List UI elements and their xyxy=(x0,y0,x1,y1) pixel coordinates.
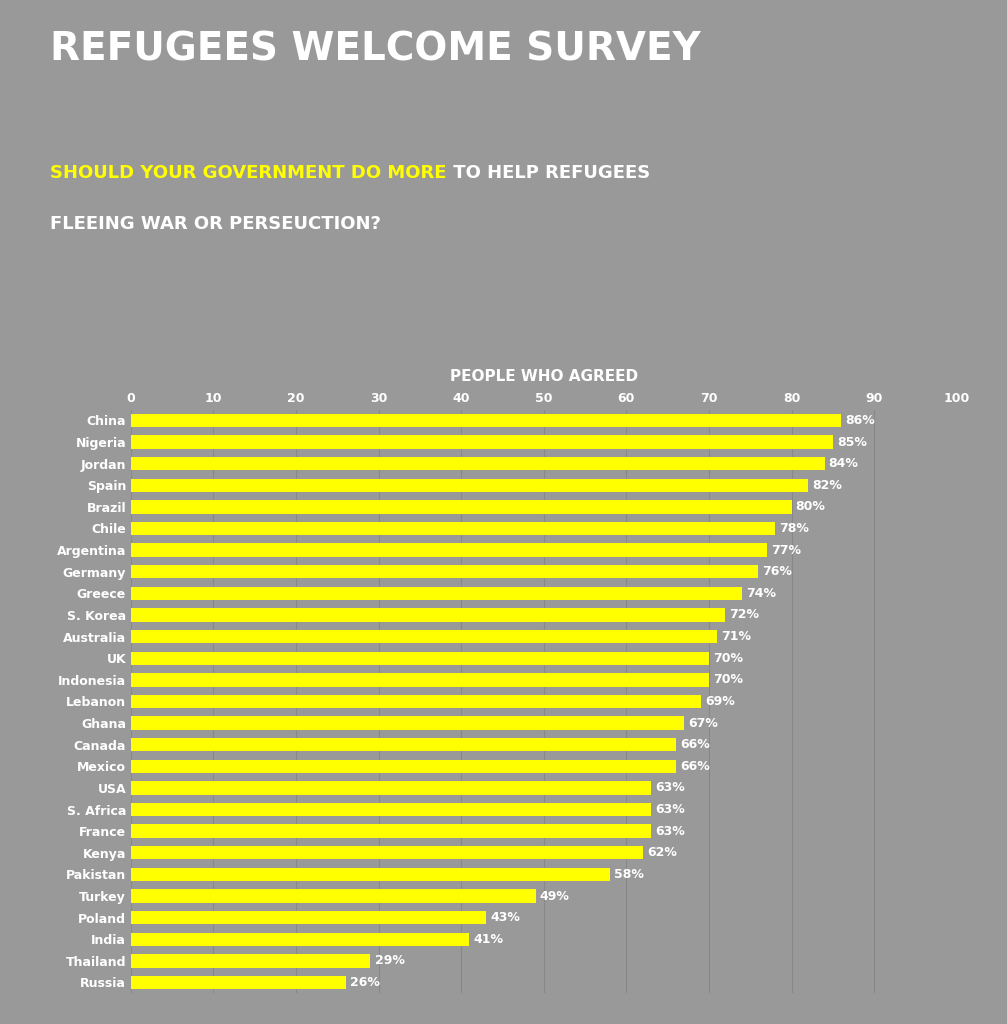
Text: TO HELP REFUGEES: TO HELP REFUGEES xyxy=(447,164,651,182)
Text: 62%: 62% xyxy=(646,846,677,859)
Bar xyxy=(131,717,684,730)
Text: 49%: 49% xyxy=(540,890,570,902)
Bar xyxy=(131,976,345,989)
Bar xyxy=(131,630,717,643)
Text: 69%: 69% xyxy=(705,695,734,708)
Bar xyxy=(131,738,676,752)
Bar xyxy=(131,478,808,492)
Text: 85%: 85% xyxy=(837,435,867,449)
Text: 70%: 70% xyxy=(713,674,743,686)
Bar xyxy=(131,760,676,773)
Text: 86%: 86% xyxy=(845,414,875,427)
Bar xyxy=(131,824,652,838)
Bar xyxy=(131,889,536,903)
Bar xyxy=(131,694,701,709)
Text: 76%: 76% xyxy=(762,565,793,579)
Bar xyxy=(131,673,709,686)
Text: 77%: 77% xyxy=(771,544,801,557)
Text: 66%: 66% xyxy=(680,760,710,773)
Text: 78%: 78% xyxy=(779,522,809,535)
Text: 58%: 58% xyxy=(614,868,643,881)
X-axis label: PEOPLE WHO AGREED: PEOPLE WHO AGREED xyxy=(450,369,637,384)
Bar xyxy=(131,846,642,859)
Bar xyxy=(131,587,742,600)
Text: 41%: 41% xyxy=(473,933,504,946)
Text: 43%: 43% xyxy=(490,911,520,924)
Bar xyxy=(131,911,486,925)
Bar xyxy=(131,803,652,816)
Bar xyxy=(131,651,709,665)
Text: 74%: 74% xyxy=(746,587,776,600)
Text: 26%: 26% xyxy=(349,976,380,989)
Bar xyxy=(131,435,833,449)
Bar xyxy=(131,954,371,968)
Text: 63%: 63% xyxy=(656,781,685,795)
Text: FLEEING WAR OR PERSEUCTION?: FLEEING WAR OR PERSEUCTION? xyxy=(50,215,382,233)
Bar xyxy=(131,608,725,622)
Bar xyxy=(131,544,766,557)
Text: 67%: 67% xyxy=(689,717,718,729)
Bar xyxy=(131,457,825,470)
Bar xyxy=(131,933,469,946)
Text: SHOULD YOUR GOVERNMENT DO MORE: SHOULD YOUR GOVERNMENT DO MORE xyxy=(50,164,447,182)
Text: 72%: 72% xyxy=(729,608,759,622)
Text: REFUGEES WELCOME SURVEY: REFUGEES WELCOME SURVEY xyxy=(50,31,701,69)
Bar xyxy=(131,781,652,795)
Bar xyxy=(131,414,841,427)
Text: 70%: 70% xyxy=(713,651,743,665)
Bar xyxy=(131,565,758,579)
Text: 63%: 63% xyxy=(656,803,685,816)
Text: 66%: 66% xyxy=(680,738,710,752)
Text: 80%: 80% xyxy=(796,501,826,513)
Bar xyxy=(131,867,610,881)
Text: 63%: 63% xyxy=(656,824,685,838)
Text: 29%: 29% xyxy=(375,954,405,968)
Text: 71%: 71% xyxy=(721,630,751,643)
Bar xyxy=(131,500,792,514)
Bar xyxy=(131,522,775,536)
Text: 82%: 82% xyxy=(812,479,842,492)
Text: 84%: 84% xyxy=(829,457,859,470)
